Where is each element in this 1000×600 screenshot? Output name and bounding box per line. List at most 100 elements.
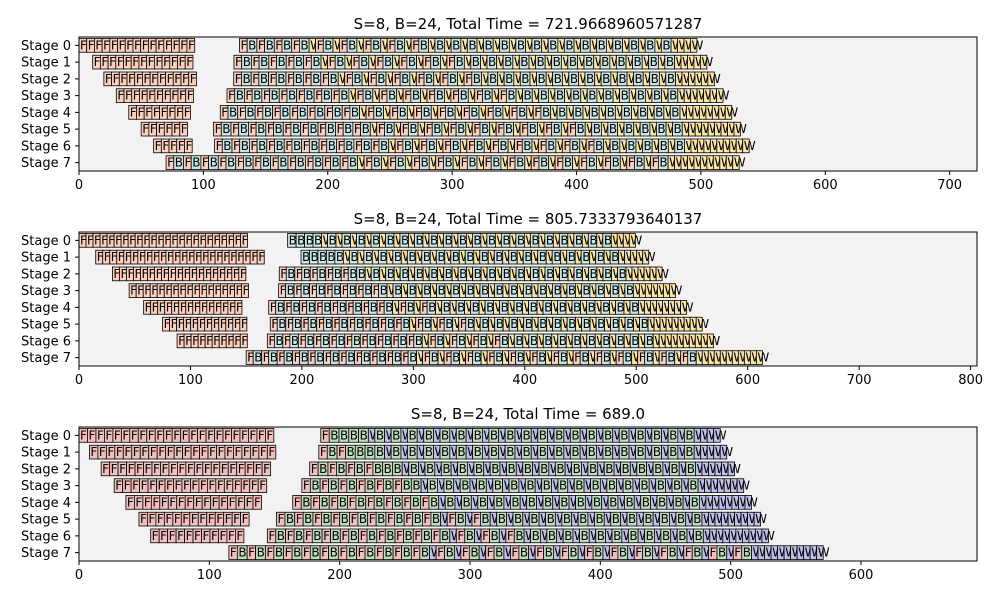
block-b: B [421,283,431,298]
block-b: B [392,350,402,365]
block-b: B [477,333,488,349]
svg-text:B: B [444,156,452,170]
svg-text:F: F [315,89,322,103]
block-f: F [303,528,313,544]
block-b: B [382,545,394,560]
svg-text:B: B [297,233,305,247]
block-b: B [234,88,245,103]
block-f: F [114,444,124,460]
block-f: F [156,444,167,460]
block-f: F [392,71,401,87]
svg-text:B: B [353,334,361,348]
block-b: B [571,300,581,315]
block-b: B [190,155,202,170]
block-f: F [167,495,178,510]
svg-text:F: F [372,139,379,153]
svg-text:F: F [149,479,156,493]
svg-text:B: B [634,72,642,86]
svg-text:W: W [701,55,713,69]
block-b: B [573,233,583,248]
svg-text:B: B [517,267,525,281]
svg-text:B: B [474,351,482,365]
block-b: B [642,138,653,154]
svg-text:B: B [526,479,534,493]
svg-text:B: B [378,351,386,365]
x-tick-label: 0 [75,373,83,388]
svg-text:B: B [432,512,440,526]
block-b: B [503,71,515,87]
svg-text:B: B [408,55,416,69]
svg-text:F: F [268,445,275,459]
block-b: B [375,71,387,87]
x-tick-label: 600 [849,568,874,583]
svg-text:B: B [474,267,482,281]
svg-text:F: F [428,89,435,103]
svg-text:B: B [658,495,666,509]
block-f: F [165,444,175,460]
svg-text:F: F [238,462,245,476]
block-b: B [607,121,618,137]
svg-text:B: B [329,233,337,247]
svg-text:B: B [330,72,338,86]
svg-text:F: F [274,105,281,119]
block-b: B [450,38,462,53]
svg-text:F: F [186,55,193,69]
block-f: F [519,121,529,137]
block-b: B [378,283,388,298]
svg-text:B: B [305,89,313,103]
svg-text:F: F [303,139,310,153]
svg-text:B: B [608,479,616,493]
svg-text:B: B [630,38,638,52]
block-b: B [455,511,466,527]
block-b: B [603,461,615,477]
svg-text:B: B [568,250,576,264]
block-b: B [518,54,530,70]
block-b: B [552,71,563,87]
block-b: B [569,444,581,460]
block-b: B [461,495,472,510]
svg-text:B: B [404,139,412,153]
block-b: B [496,511,507,527]
svg-text:F: F [158,122,165,136]
block-b: B [307,316,317,332]
block-f: F [732,545,743,560]
svg-text:F: F [176,105,183,119]
svg-text:B: B [387,267,395,281]
y-tick-label: Stage 3 [21,89,71,104]
svg-text:B: B [498,512,506,526]
block-b: B [691,511,703,527]
block-b: B [255,545,266,560]
svg-text:B: B [431,351,439,365]
block-f: F [296,88,305,103]
svg-text:B: B [524,250,532,264]
svg-text:B: B [540,462,548,476]
x-tick-label: 600 [735,373,760,388]
block-w: W [761,528,775,544]
svg-text:F: F [415,105,422,119]
block-f: F [285,71,295,87]
svg-text:B: B [337,334,345,348]
svg-text:F: F [404,89,411,103]
block-f: F [256,38,265,53]
svg-text:B: B [628,512,636,526]
svg-text:B: B [524,462,532,476]
svg-text:B: B [409,122,417,136]
svg-text:F: F [137,105,144,119]
block-f: F [485,545,495,560]
block-b: B [373,495,385,510]
svg-text:B: B [323,300,331,314]
block-b: B [330,528,341,544]
svg-text:F: F [212,462,219,476]
block-b: B [552,316,562,332]
block-b: B [360,121,371,137]
block-w: W [753,511,767,527]
block-b: B [472,233,482,248]
block-b: B [321,88,332,103]
svg-text:B: B [459,462,467,476]
block-b: B [687,350,697,365]
block-b: B [558,495,570,510]
svg-text:F: F [346,72,353,86]
block-w: W [742,138,756,154]
svg-text:B: B [474,445,482,459]
block-b: B [354,461,365,477]
